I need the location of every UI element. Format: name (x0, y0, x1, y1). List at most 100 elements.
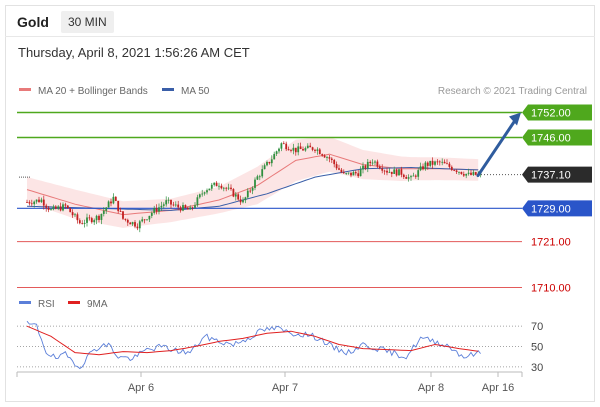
candle (71, 209, 74, 218)
candle (275, 150, 278, 156)
candle-body (112, 196, 115, 204)
candle-body (162, 204, 165, 206)
candle-body (446, 163, 448, 165)
legend-swatch-9ma (68, 301, 80, 304)
candle (414, 174, 417, 179)
candle-body (438, 161, 441, 163)
candle-body (393, 169, 396, 174)
candle-body (57, 206, 60, 209)
candle-body (467, 172, 470, 174)
candle (366, 158, 369, 173)
candle (446, 159, 448, 165)
target-arrow-shaft (476, 119, 517, 178)
candle-body (328, 157, 331, 159)
candle-body (98, 215, 100, 220)
price-tag-label-1746-00: 1746.00 (531, 133, 571, 145)
candle (160, 201, 163, 211)
candle (198, 193, 201, 199)
candle-body (474, 172, 477, 175)
candle (431, 157, 434, 169)
candle-body (388, 171, 391, 173)
candle (69, 207, 72, 213)
candle (398, 169, 400, 176)
candle (165, 196, 168, 207)
candle (117, 200, 120, 214)
candle-body (292, 147, 295, 151)
candle-body (170, 199, 172, 205)
candle (364, 164, 367, 171)
candle-body (458, 171, 460, 173)
candle-body (429, 160, 432, 166)
candle-body (208, 188, 211, 191)
candle-body (179, 207, 182, 211)
candle (256, 174, 259, 180)
candle-body (455, 170, 458, 173)
candle-body (460, 171, 463, 175)
candle-body (424, 162, 427, 170)
candle-body (107, 201, 110, 208)
candle-body (138, 221, 141, 229)
candle-body (28, 202, 31, 204)
candle (270, 155, 273, 167)
candle (40, 197, 43, 203)
candle-body (268, 161, 271, 164)
candle-body (263, 165, 266, 170)
candle-body (174, 204, 177, 206)
candle (347, 172, 350, 175)
candle-body (90, 218, 93, 223)
candle-body (376, 161, 379, 167)
candle-body (194, 205, 196, 208)
candle-body (35, 199, 38, 202)
candle (462, 171, 465, 177)
candle-body (306, 145, 309, 149)
candle (244, 196, 247, 204)
candle (150, 211, 153, 219)
candle-body (402, 174, 405, 178)
candle-body (340, 169, 343, 173)
candle (400, 166, 403, 178)
candle (306, 143, 309, 149)
candle-body (167, 199, 170, 201)
candle (390, 171, 393, 178)
timeframe-badge[interactable]: 30 MIN (61, 11, 114, 33)
candle-body (220, 185, 223, 189)
candle-body (254, 179, 256, 188)
candle-body (191, 207, 194, 209)
timestamp: Thursday, April 8, 2021 1:56:26 AM CET (18, 45, 250, 60)
candle (294, 147, 297, 156)
candle-body (462, 174, 465, 176)
candle (314, 148, 316, 153)
candle-body (26, 202, 28, 203)
candle-body (86, 217, 88, 223)
candle-body (352, 172, 355, 176)
candle-body (314, 149, 316, 151)
candle (395, 168, 398, 177)
candle-body (347, 172, 350, 174)
candle (98, 214, 100, 223)
candle (424, 161, 427, 171)
candle-body (285, 143, 288, 150)
candle-body (450, 166, 453, 171)
candle-body (213, 182, 216, 185)
candle-body (172, 204, 175, 206)
candle-body (287, 149, 290, 151)
candle (371, 159, 374, 166)
candle-body (364, 165, 367, 169)
candle-body (431, 160, 434, 165)
candle (95, 214, 98, 225)
candle-body (64, 204, 67, 206)
candle-body (414, 175, 417, 177)
candle (28, 200, 31, 206)
candle-body (198, 194, 201, 198)
candle (201, 189, 204, 197)
candle-body (110, 201, 112, 204)
candle (287, 146, 290, 151)
candle (455, 169, 458, 175)
candle (93, 218, 96, 226)
candle (167, 197, 170, 204)
candle-body (297, 146, 300, 153)
candle (263, 163, 266, 170)
candle (62, 202, 64, 212)
candle (66, 204, 69, 209)
candle-body (81, 223, 84, 225)
